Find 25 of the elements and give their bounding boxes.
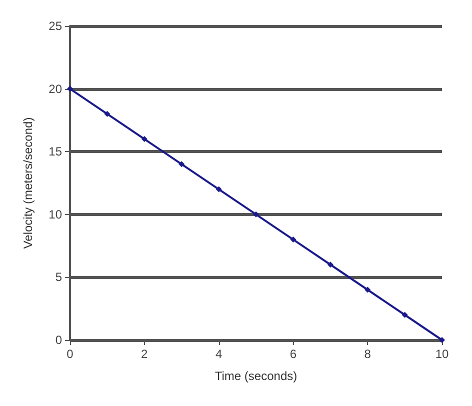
x-tick-label: 10 <box>435 347 449 361</box>
y-tick-label: 5 <box>55 270 62 284</box>
x-tick-label: 6 <box>290 347 297 361</box>
x-tick-label: 0 <box>66 347 74 361</box>
y-axis-title: Velocity (meters/second) <box>21 117 35 249</box>
point <box>67 86 73 92</box>
point <box>327 262 334 268</box>
point <box>141 136 148 142</box>
point <box>402 312 408 318</box>
point <box>178 161 185 168</box>
point <box>104 110 110 117</box>
y-tick-label: 20 <box>48 82 62 96</box>
point <box>290 236 296 243</box>
x-axis-title: Time (seconds) <box>214 369 298 383</box>
y-tick-label: 25 <box>48 19 62 33</box>
y-tick-label: 15 <box>48 144 62 159</box>
point <box>439 337 445 343</box>
point <box>216 186 222 192</box>
x-tick-label: 2 <box>141 347 148 361</box>
y-tick-label: 0 <box>55 333 62 347</box>
y-tick-label: 10 <box>48 207 62 222</box>
x-tick-label: 4 <box>215 347 222 361</box>
x-tick-label: 8 <box>364 347 372 361</box>
point <box>364 286 371 293</box>
point <box>253 211 259 218</box>
